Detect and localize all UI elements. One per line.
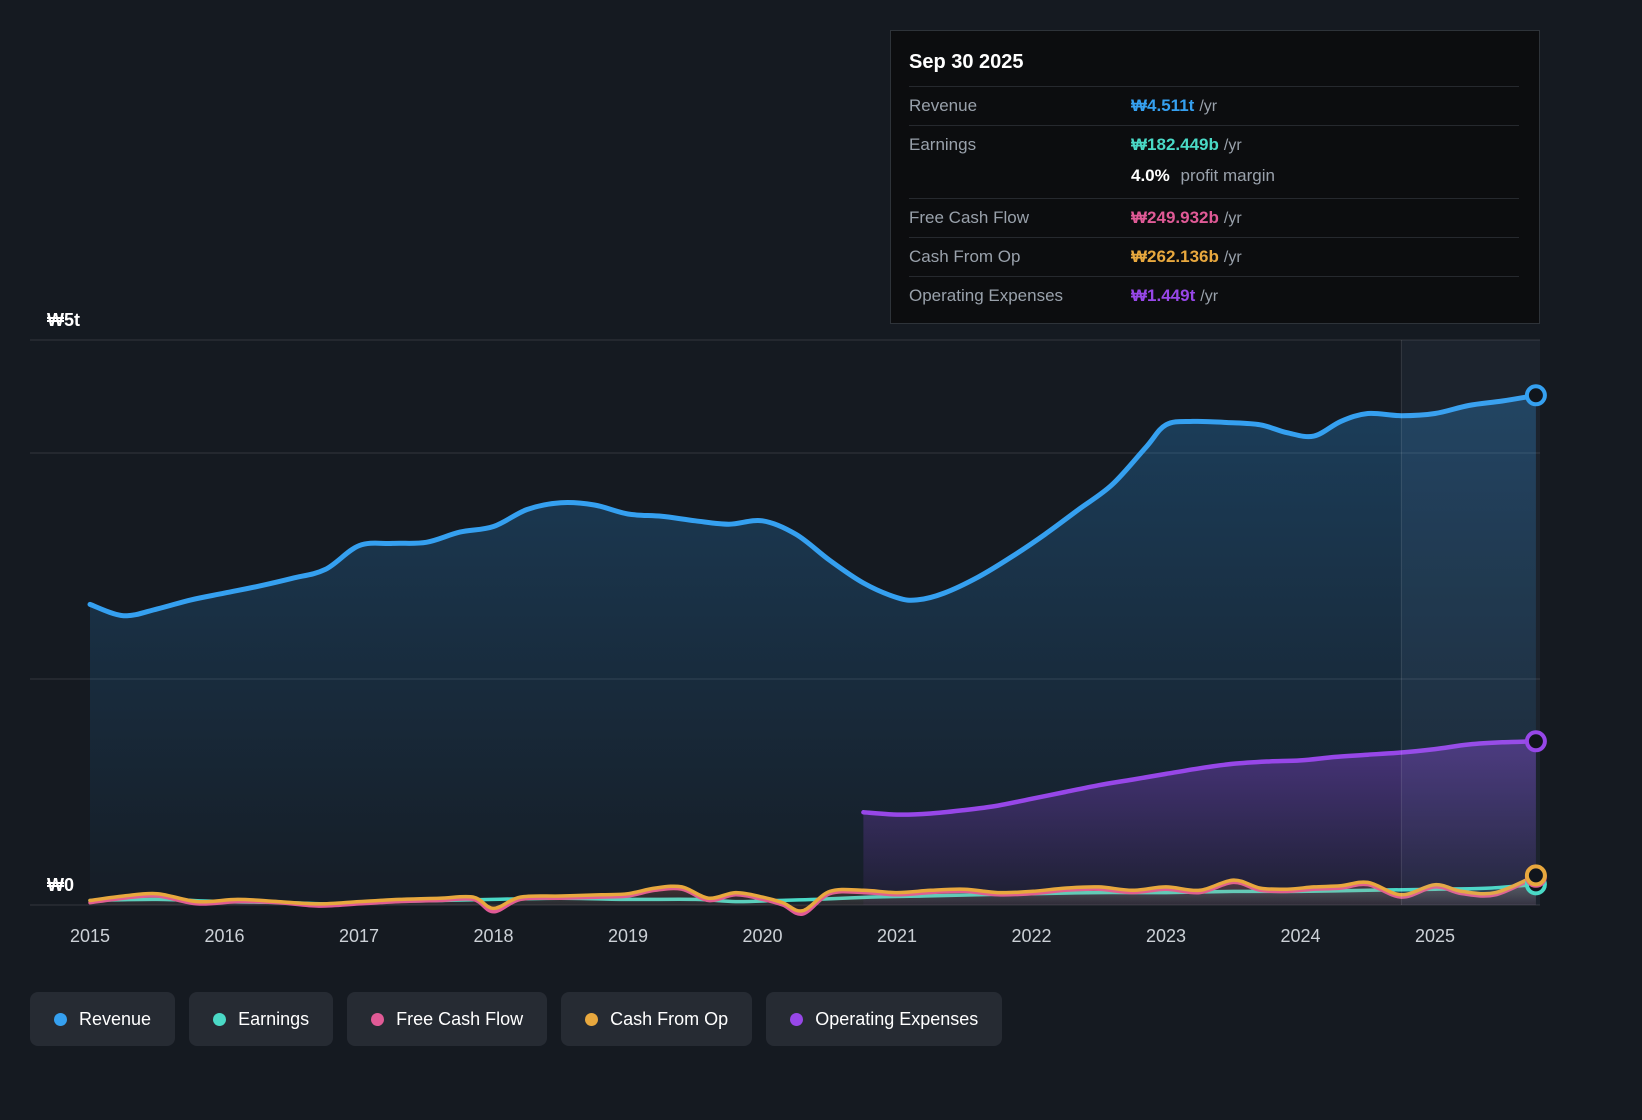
tooltip-suffix: /yr <box>1223 137 1242 154</box>
tooltip-value-free-cash-flow: ₩249.932b/yr <box>1131 208 1242 227</box>
x-tick-label: 2019 <box>607 926 649 946</box>
tooltip-label-free-cash-flow: Free Cash Flow <box>909 208 1029 227</box>
tooltip-panel: Sep 30 2025 Revenue ₩4.511t/yr Earnings … <box>890 30 1540 324</box>
earnings-legend-dot <box>213 1012 227 1026</box>
revenue-legend-dot <box>54 1012 67 1026</box>
x-tick-label: 2015 <box>69 926 111 946</box>
legend-item-earnings[interactable]: Earnings <box>189 992 334 1046</box>
free-cash-flow-legend-dot <box>371 1012 385 1026</box>
x-tick-label: 2018 <box>473 926 514 946</box>
y-tick-label: ₩5t <box>47 310 80 330</box>
x-tick-label: 2021 <box>876 926 918 946</box>
operating-expenses-line <box>861 739 1539 817</box>
operating-expenses-legend-dot <box>790 1012 804 1026</box>
tooltip-row-free-cash-flow: Free Cash Flow ₩249.932b/yr <box>909 198 1519 237</box>
cash-from-op-end-marker <box>1524 864 1547 887</box>
tooltip-suffix: /yr <box>1223 249 1242 266</box>
tooltip-row-cash-from-op: Cash From Op ₩262.136b/yr <box>909 237 1519 276</box>
profit-margin-label: profit margin <box>1180 166 1275 185</box>
x-tick-label: 2020 <box>742 926 783 946</box>
legend-item-revenue[interactable]: Revenue <box>30 992 176 1046</box>
tooltip-value-earnings: ₩182.449b/yr <box>1131 135 1242 154</box>
tooltip-label-earnings: Earnings <box>909 135 977 154</box>
tooltip-row-operating-expenses: Operating Expenses ₩1.449t/yr <box>909 276 1519 315</box>
cash-from-op-legend-dot <box>585 1012 599 1026</box>
tooltip-value-operating-expenses: ₩1.449t/yr <box>1131 286 1219 305</box>
tooltip-label-revenue: Revenue <box>909 96 978 115</box>
x-tick-label: 2022 <box>1011 926 1052 946</box>
revenue-end-marker <box>1524 384 1547 407</box>
tooltip-suffix: /yr <box>1199 98 1218 115</box>
tooltip-label-operating-expenses: Operating Expenses <box>909 286 1064 305</box>
future-band <box>1401 340 1540 905</box>
cash-from-op-line <box>88 873 1538 913</box>
tooltip-suffix: /yr <box>1223 210 1242 227</box>
legend-label: Free Cash Flow <box>396 1008 524 1029</box>
x-axis-labels: 2015 2016 2017 2018 2019 2020 2021 2022 2023 2024… <box>0 926 1642 950</box>
tooltip-row-earnings: Earnings ₩182.449b/yr <box>909 125 1519 164</box>
tooltip-row-revenue: Revenue ₩4.511t/yr <box>909 86 1519 125</box>
operating-expenses-area <box>863 741 1536 905</box>
legend-item-operating-expenses[interactable]: Operating Expenses <box>766 992 1003 1046</box>
x-tick-label: 2017 <box>338 926 380 946</box>
operating-expenses-end-marker <box>1524 730 1547 753</box>
tooltip-profit-margin-row: 4.0% profit margin <box>1131 164 1519 198</box>
profit-margin-value: 4.0% <box>1131 166 1170 185</box>
legend-label: Earnings <box>238 1008 310 1029</box>
x-tick-label: 2025 <box>1414 926 1456 946</box>
legend-label: Revenue <box>79 1008 152 1029</box>
tooltip-value-revenue: ₩4.511t/yr <box>1131 96 1218 115</box>
y-tick-label: ₩0 <box>47 875 74 895</box>
legend-label: Operating Expenses <box>815 1008 979 1029</box>
legend: Revenue Earnings Free Cash Flow Cash From O… <box>30 992 1003 1046</box>
legend-item-cash-from-op[interactable]: Cash From Op <box>561 992 753 1046</box>
revenue-line <box>87 392 1539 619</box>
legend-item-free-cash-flow[interactable]: Free Cash Flow <box>347 992 548 1046</box>
tooltip-suffix: /yr <box>1200 288 1219 305</box>
tooltip-value-cash-from-op: ₩262.136b/yr <box>1131 247 1242 266</box>
tooltip-date: Sep 30 2025 <box>909 51 1024 73</box>
x-tick-label: 2016 <box>204 926 245 946</box>
legend-label: Cash From Op <box>610 1008 729 1029</box>
cash-from-op-area <box>90 875 1536 912</box>
x-tick-label: 2023 <box>1145 926 1187 946</box>
tooltip-label-cash-from-op: Cash From Op <box>909 247 1021 266</box>
x-tick-label: 2024 <box>1280 926 1321 946</box>
